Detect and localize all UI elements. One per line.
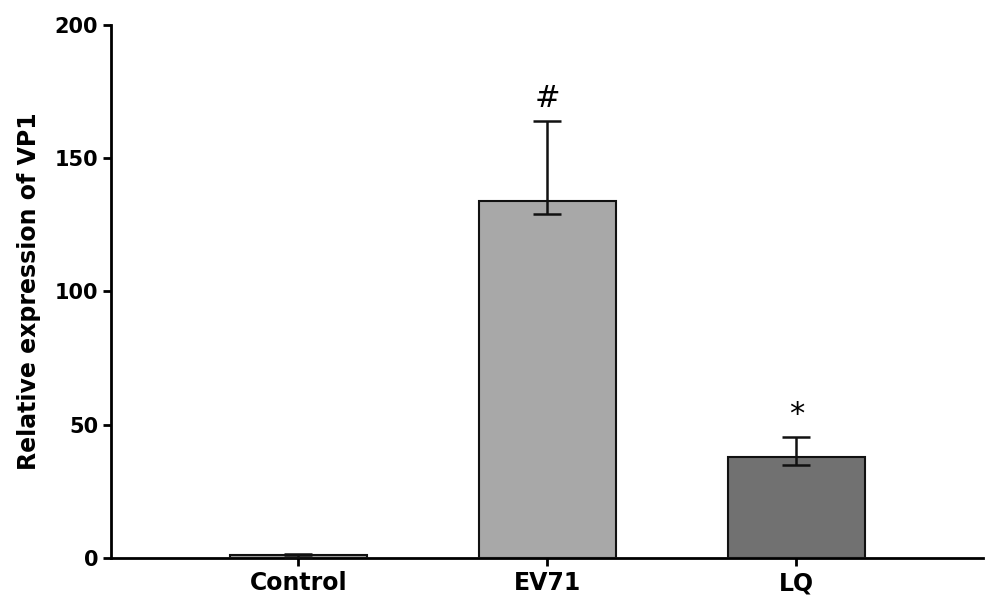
Bar bbox=[728, 457, 865, 558]
Text: *: * bbox=[789, 400, 804, 429]
Y-axis label: Relative expression of VP1: Relative expression of VP1 bbox=[17, 113, 41, 470]
Bar bbox=[230, 556, 367, 558]
Bar bbox=[479, 201, 616, 558]
Text: #: # bbox=[535, 84, 560, 113]
